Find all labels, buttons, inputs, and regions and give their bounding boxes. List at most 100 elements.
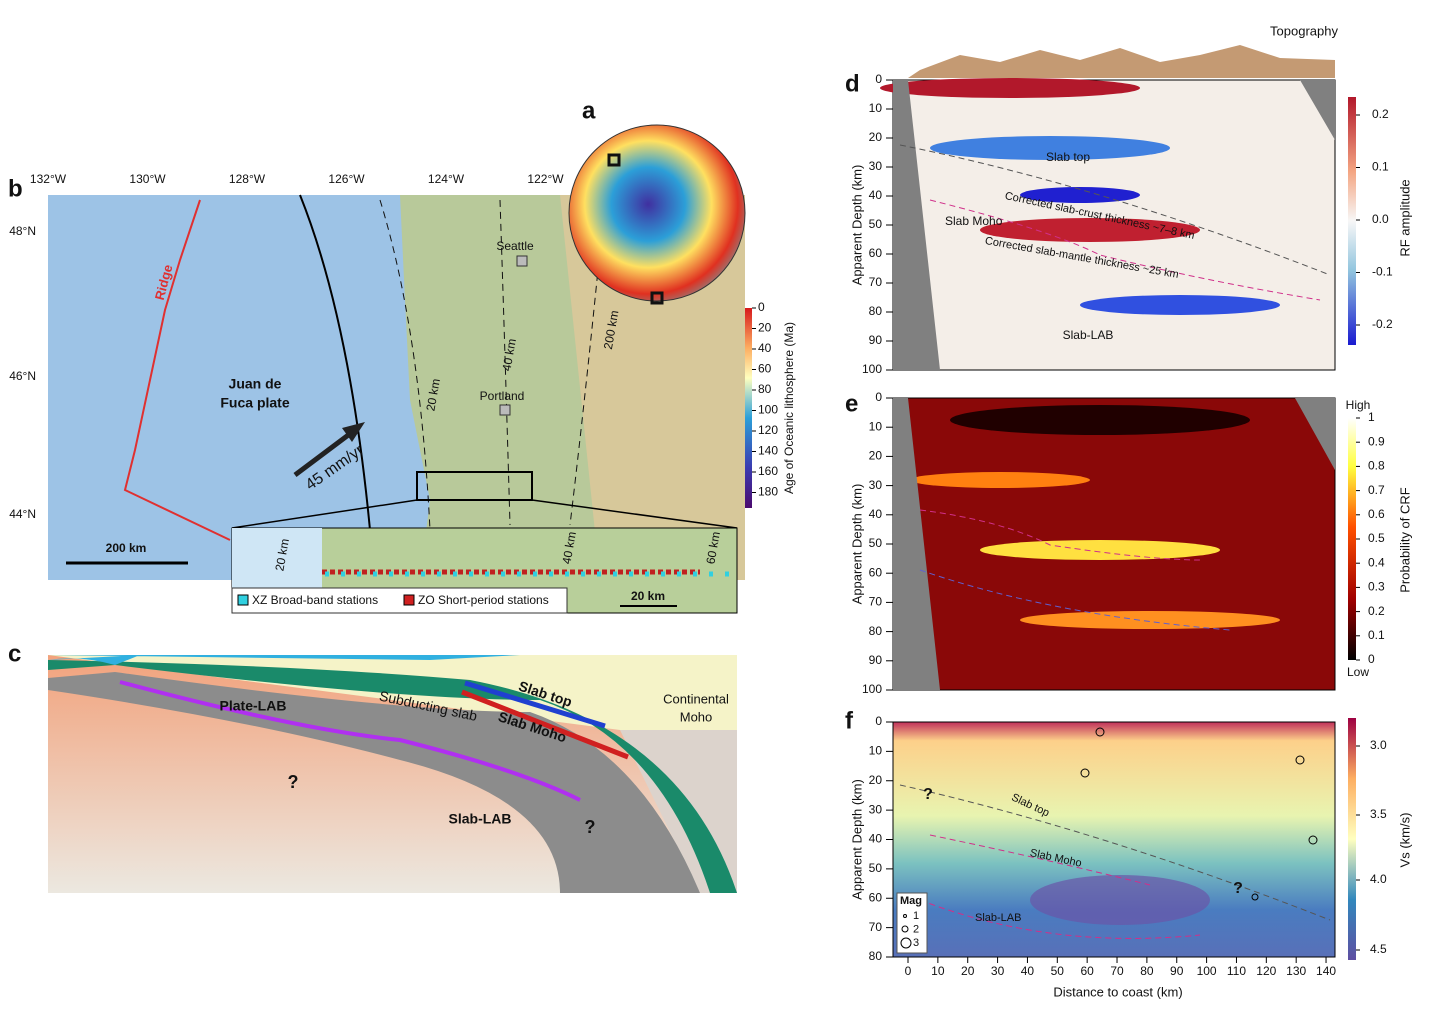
y-tick-label: 20	[869, 130, 883, 144]
tick-label: 0.5	[1368, 531, 1385, 545]
moho-line	[919, 509, 1201, 561]
rf-anomaly	[1020, 187, 1140, 203]
slab-top-line	[464, 680, 606, 729]
panel-d	[880, 45, 1336, 371]
y-tick-label: 60	[869, 565, 883, 579]
reference-line	[899, 784, 1331, 921]
earthquake	[1251, 893, 1259, 901]
colorbar	[1348, 97, 1356, 345]
inset	[231, 499, 738, 614]
tick-label: 0.3	[1368, 580, 1385, 594]
lon-tick: 122°W	[527, 172, 564, 186]
y-tick-label: 80	[869, 624, 883, 638]
crf-anomaly	[1020, 611, 1280, 629]
ridge-line	[123, 199, 231, 541]
x-tick-label: 70	[1110, 964, 1124, 978]
y-tick-label: 30	[869, 159, 883, 173]
tick-label: 0	[1368, 652, 1375, 666]
tick-label: 0.7	[1368, 483, 1385, 497]
y-tick-label: 60	[869, 246, 883, 260]
legend-symbol	[900, 937, 912, 949]
y-tick-label: 70	[869, 275, 883, 289]
x-tick-label: 130	[1286, 964, 1306, 978]
y-tick-label: 50	[869, 861, 883, 875]
inset-box	[416, 471, 533, 501]
label: Apparent Depth (km)	[849, 165, 864, 286]
label: ?	[1233, 880, 1243, 897]
legend-swatch	[237, 594, 249, 606]
lab-line	[919, 899, 1201, 939]
y-tick-label: 50	[869, 536, 883, 550]
contour	[379, 199, 431, 531]
mag-legend	[896, 892, 928, 954]
label: Topography	[1270, 23, 1338, 38]
y-tick-label: 100	[862, 682, 882, 696]
colorbar	[1348, 718, 1356, 960]
y-tick-label: 80	[869, 304, 883, 318]
globe-marker	[650, 291, 664, 305]
cross-section	[48, 655, 737, 893]
tick-label: 0.2	[1368, 604, 1385, 618]
x-tick-label: 40	[1021, 964, 1035, 978]
label: Slab-LAB	[975, 912, 1021, 924]
y-tick-label: 70	[869, 595, 883, 609]
x-tick-label: 110	[1227, 964, 1246, 978]
panel-label: a	[582, 97, 596, 124]
label: Distance to coast (km)	[1053, 984, 1182, 999]
label: Apparent Depth (km)	[849, 484, 864, 605]
label: ?	[288, 772, 299, 792]
label: XZ Broad-band stations	[252, 593, 378, 607]
contour	[569, 249, 601, 526]
colorbar	[1348, 418, 1356, 660]
tick-label: 1	[1368, 410, 1375, 424]
label: ?	[585, 817, 596, 837]
tick-label: 100	[758, 403, 778, 417]
label: 20 km	[631, 589, 665, 603]
label: Slab-LAB	[1063, 328, 1114, 342]
moho-line	[929, 834, 1151, 886]
tick-label: 0	[758, 300, 765, 314]
rf-anomaly	[880, 78, 1140, 98]
x-tick-label: 140	[1316, 964, 1336, 978]
y-tick-label: 60	[869, 890, 883, 904]
earthquake	[1080, 768, 1090, 778]
x-tick-label: 30	[991, 964, 1005, 978]
panel-label: b	[8, 175, 23, 202]
inset-legend	[231, 587, 568, 614]
label: 40 km	[499, 338, 518, 373]
x-tick-label: 120	[1256, 964, 1276, 978]
tick-label: 40	[758, 341, 772, 355]
earthquake	[1295, 755, 1305, 765]
tick-label: 4.5	[1370, 942, 1387, 956]
tick-label: 0.9	[1368, 434, 1385, 448]
tick-label: -0.1	[1372, 265, 1393, 279]
label: Plate-LAB	[220, 698, 287, 714]
lon-tick: 126°W	[328, 172, 365, 186]
earthquake	[1308, 835, 1318, 845]
earthquake	[1095, 727, 1105, 737]
y-tick-label: 0	[875, 390, 882, 404]
y-tick-label: 40	[869, 507, 883, 521]
lat-tick: 44°N	[9, 507, 36, 521]
x-tick-label: 10	[931, 964, 945, 978]
tick-label: 160	[758, 464, 778, 478]
label: 200 km	[106, 541, 147, 555]
y-tick-label: 0	[875, 72, 882, 86]
city-marker	[499, 404, 511, 416]
tick-label: 60	[758, 362, 772, 376]
slab	[48, 672, 700, 893]
label: Vs (km/s)	[1397, 813, 1412, 868]
trench	[299, 194, 371, 531]
inset-ocean	[232, 528, 322, 588]
y-tick-label: 30	[869, 478, 883, 492]
label: 20 km	[423, 378, 442, 413]
topography	[908, 45, 1335, 78]
label: Seattle	[496, 239, 534, 253]
label: Apparent Depth (km)	[849, 779, 864, 900]
tick-label: 20	[758, 321, 772, 335]
y-tick-label: 10	[869, 419, 883, 433]
globe	[568, 124, 746, 302]
label: Continental	[663, 691, 729, 706]
panel-label: f	[845, 707, 854, 734]
